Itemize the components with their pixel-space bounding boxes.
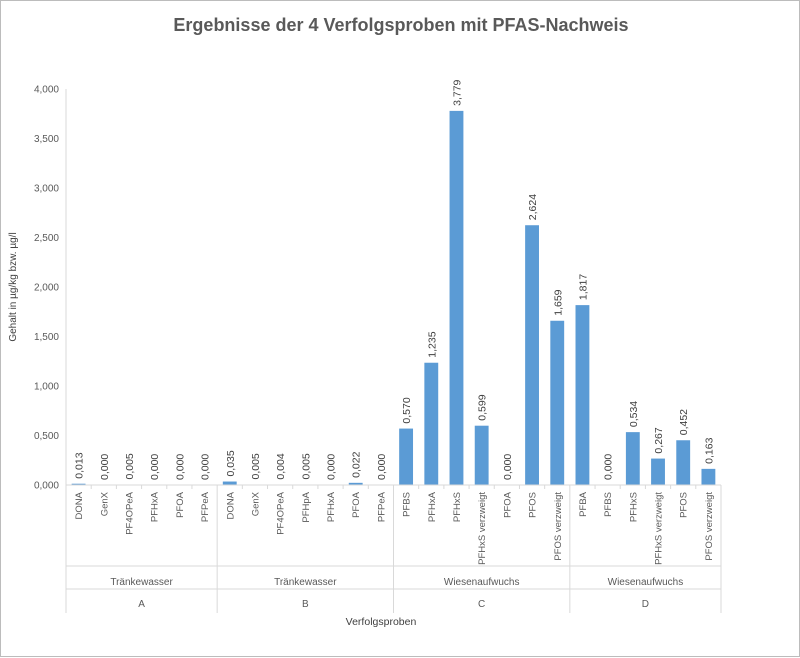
data-label: 0,000 — [149, 454, 161, 480]
group-label: B — [302, 599, 309, 610]
y-tick-label: 2,000 — [34, 283, 59, 294]
y-tick-label: 2,500 — [34, 233, 59, 244]
data-label: 0,000 — [200, 454, 212, 480]
bar — [475, 426, 489, 485]
bar — [576, 305, 590, 485]
group-matrix-label: Tränkewasser — [110, 577, 173, 588]
y-tick-label: 1,500 — [34, 332, 59, 343]
bar — [626, 432, 640, 485]
x-tick-label: PFOA — [351, 491, 362, 518]
y-tick-label: 3,500 — [34, 134, 59, 145]
data-label: 2,624 — [527, 194, 539, 220]
x-tick-label: PFHxS — [628, 492, 639, 522]
y-tick-label: 1,000 — [34, 382, 59, 393]
data-label: 0,000 — [326, 454, 338, 480]
bar — [701, 469, 715, 485]
x-tick-label: PFPeA — [200, 491, 211, 522]
data-label: 0,005 — [300, 453, 312, 479]
x-tick-label: PFOS verzweigt — [704, 492, 715, 561]
data-label: 0,005 — [124, 453, 136, 479]
data-label: 0,005 — [250, 453, 262, 479]
data-label: 0,000 — [174, 454, 186, 480]
data-label: 0,267 — [653, 427, 665, 453]
bar — [676, 440, 690, 485]
x-tick-label: GenX — [250, 491, 261, 516]
data-label: 0,570 — [401, 397, 413, 423]
data-label: 0,599 — [477, 394, 489, 420]
bar — [525, 225, 539, 485]
y-tick-label: 3,000 — [34, 184, 59, 195]
data-label: 0,004 — [275, 453, 287, 479]
x-tick-label: PFHxA — [150, 491, 161, 522]
x-tick-label: PFHxS verzweigt — [477, 492, 488, 565]
bar — [651, 459, 665, 485]
data-label: 3,779 — [451, 79, 463, 105]
y-axis: 0,000 0,500 1,000 1,500 2,000 2,500 3,000 3,500… — [34, 85, 59, 492]
x-tick-label: PFHxA — [427, 491, 438, 522]
bars-layer: 0,013 0,000 0,005 0,000 0,000 0,000 0,035 0,005… — [72, 79, 716, 485]
data-label: 1,235 — [426, 331, 438, 357]
x-tick-label: PF4OPeA — [276, 491, 287, 534]
x-tick-label: PFBS — [402, 492, 413, 517]
bar — [450, 111, 464, 485]
data-label: 0,452 — [678, 409, 690, 435]
x-tick-label: PFHxS — [452, 492, 463, 522]
x-tick-label: DONA — [74, 491, 85, 519]
x-tick-label: PFHxA — [326, 491, 337, 522]
x-tick-label: PFOA — [502, 491, 513, 518]
bar — [399, 429, 413, 485]
data-label: 0,035 — [225, 450, 237, 476]
x-tick-label: GenX — [99, 491, 110, 516]
y-tick-label: 0,500 — [34, 431, 59, 442]
data-label: 0,022 — [351, 451, 363, 477]
group-label: D — [642, 599, 649, 610]
x-tick-label: PFHpA — [301, 491, 312, 522]
y-tick-label: 0,000 — [34, 481, 59, 492]
bar — [550, 321, 564, 485]
x-tick-label: PFOS verzweigt — [553, 492, 564, 561]
group-label: C — [478, 599, 485, 610]
x-tick-label: PFOS — [679, 492, 690, 518]
group-matrix-label: Wiesenaufwuchs — [608, 577, 684, 588]
group-label: A — [138, 599, 145, 610]
x-tick-label: PFBS — [603, 492, 614, 517]
bar — [424, 363, 438, 485]
x-tick-label: PF4OPeA — [124, 491, 135, 534]
chart-title: Ergebnisse der 4 Verfolgsproben mit PFAS… — [173, 15, 628, 35]
data-label: 0,000 — [376, 454, 388, 480]
data-label: 0,013 — [74, 452, 86, 478]
x-tick-label: PFBA — [578, 491, 589, 516]
data-label: 1,817 — [577, 274, 589, 300]
axis-lines: DONA GenX PF4OPeA PFHxA PFOA PFPeA Tränkewasse… — [66, 89, 721, 613]
bar — [223, 482, 237, 485]
group-matrix-label: Tränkewasser — [274, 577, 337, 588]
data-label: 0,000 — [603, 454, 615, 480]
data-label: 0,163 — [703, 437, 715, 463]
data-label: 0,000 — [502, 454, 514, 480]
group-matrix-label: Wiesenaufwuchs — [444, 577, 520, 588]
y-tick-label: 4,000 — [34, 85, 59, 96]
x-tick-label: PFHxS verzweigt — [654, 492, 665, 565]
x-tick-label: PFOA — [175, 491, 186, 518]
y-axis-label: Gehalt in µg/kg bzw. µg/l — [8, 232, 19, 341]
x-tick-label: DONA — [225, 491, 236, 519]
x-tick-label: PFOS — [528, 492, 539, 518]
data-label: 1,659 — [552, 289, 564, 315]
x-axis-label: Verfolgsproben — [346, 616, 417, 628]
data-label: 0,534 — [628, 401, 640, 427]
data-label: 0,000 — [99, 454, 111, 480]
x-tick-label: PFPeA — [376, 491, 387, 522]
